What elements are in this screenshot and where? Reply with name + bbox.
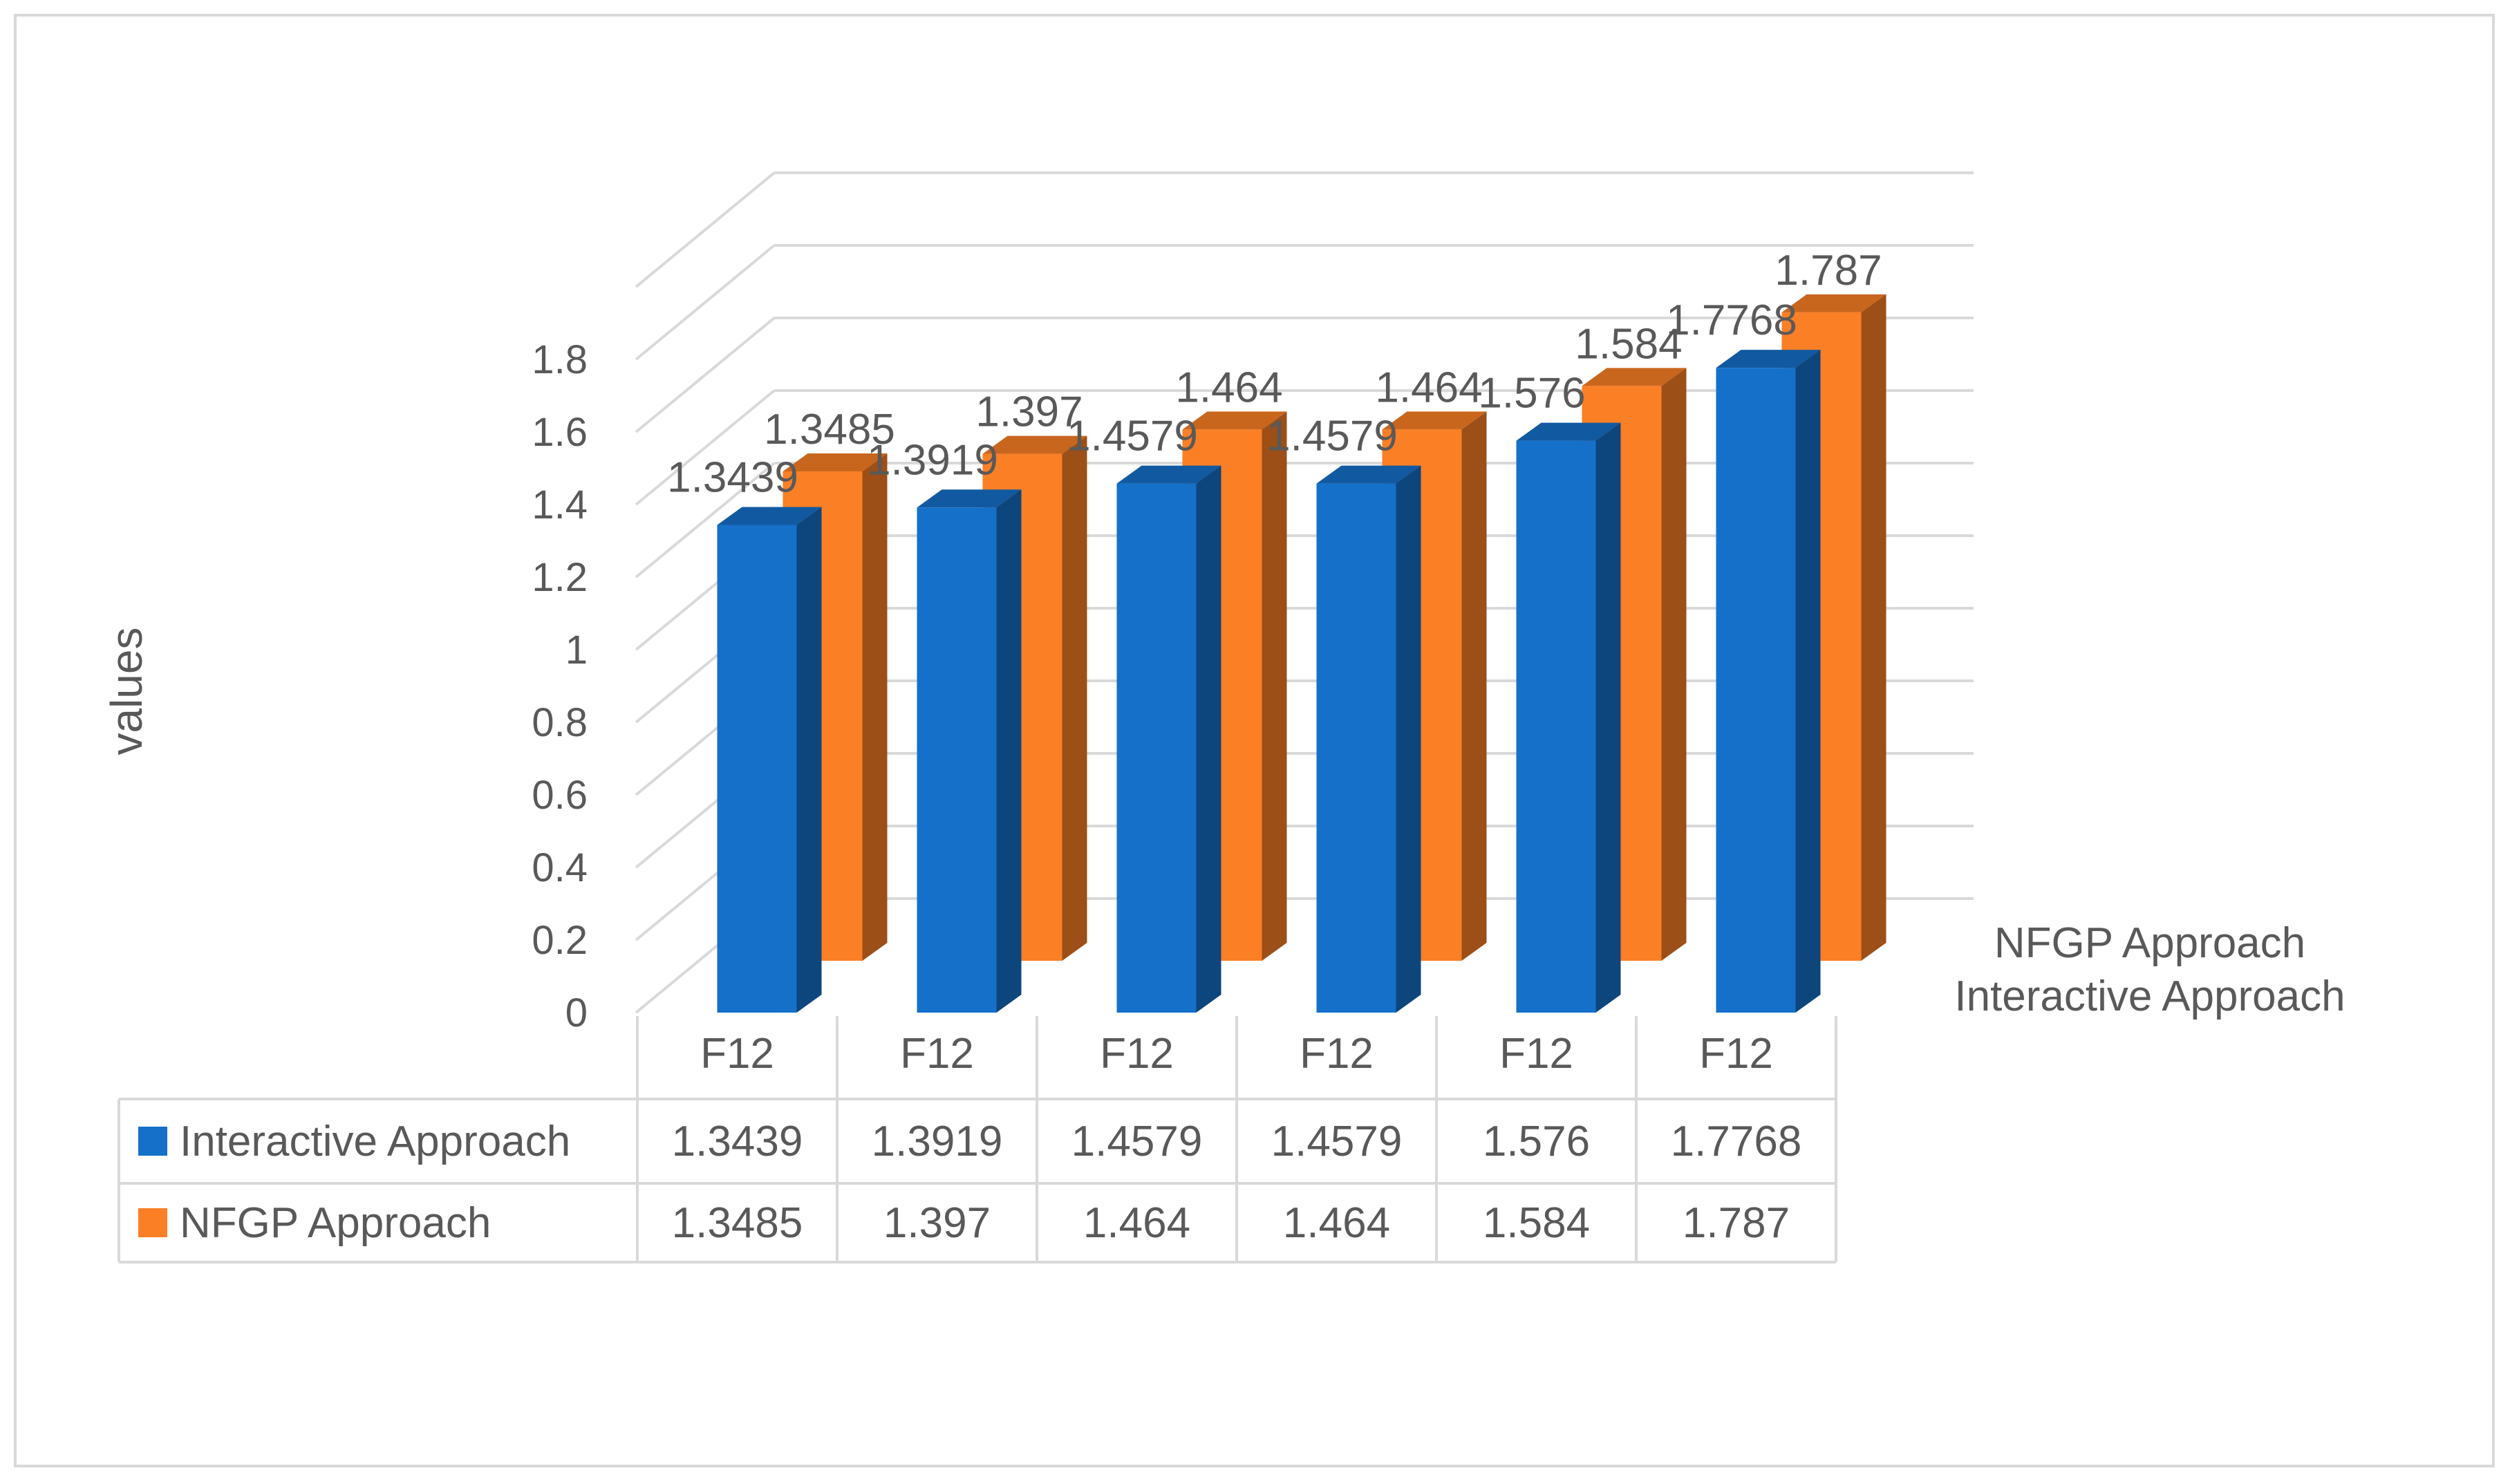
y-tick-label: 0.2 xyxy=(532,918,588,963)
bar-top xyxy=(1516,422,1621,441)
interactive-data-label: 1.7768 xyxy=(1666,297,1797,344)
table-cell: 1.3919 xyxy=(872,1118,1003,1165)
interactive-data-label: 1.4579 xyxy=(1266,413,1398,460)
table-cell: 1.464 xyxy=(1083,1199,1190,1247)
nfgp-data-label: 1.787 xyxy=(1774,247,1882,294)
bar-side xyxy=(1795,350,1821,1013)
table-cell: 1.584 xyxy=(1483,1199,1590,1247)
table-cell: 1.576 xyxy=(1483,1118,1590,1165)
x-category-label: F12 xyxy=(1300,1030,1374,1078)
x-category-label: F12 xyxy=(1100,1030,1174,1078)
bar-side xyxy=(1595,422,1621,1013)
bar-side xyxy=(1661,368,1687,961)
bar-top xyxy=(1116,465,1221,484)
table-cell: 1.397 xyxy=(883,1199,991,1247)
bar-side xyxy=(1861,294,1886,961)
nfgp-data-label: 1.3485 xyxy=(764,406,895,453)
chart-frame xyxy=(14,14,2495,1467)
gridline xyxy=(635,244,776,361)
y-tick-label: 1.2 xyxy=(532,555,588,600)
y-tick-label: 1.8 xyxy=(532,337,588,382)
y-tick-label: 0.8 xyxy=(532,700,588,745)
y-tick-label: 1.4 xyxy=(532,482,588,527)
bar-top xyxy=(1382,411,1487,430)
interactive-data-label: 1.4579 xyxy=(1067,413,1198,460)
bar xyxy=(1116,483,1197,1013)
data-labels: 1.3485 1.397 1.464 1.464 1.584 1.787 1.3439 1.3… xyxy=(667,247,2345,1020)
y-tick-label: 0.4 xyxy=(532,845,588,890)
y-tick-label: 1 xyxy=(565,628,588,673)
legend-series-name: Interactive Approach xyxy=(180,1118,570,1165)
gridline xyxy=(635,171,776,288)
nfgp-series-bars xyxy=(783,294,1886,961)
bar-top xyxy=(1316,465,1421,484)
interactive-data-label: 1.3439 xyxy=(667,453,798,501)
bar xyxy=(1516,440,1596,1013)
table-cell: 1.464 xyxy=(1283,1199,1390,1247)
y-tick-label: 1.6 xyxy=(532,410,588,455)
interactive-data-label: 1.576 xyxy=(1478,370,1585,417)
interactive-series-bars xyxy=(717,350,1821,1013)
nfgp-data-label: 1.464 xyxy=(1375,364,1482,411)
table-cell: 1.3485 xyxy=(672,1199,803,1247)
x-category-label: F12 xyxy=(1499,1030,1573,1078)
y-axis-title: values xyxy=(102,628,151,755)
x-category-label: F12 xyxy=(900,1030,974,1078)
bar-side xyxy=(796,507,822,1013)
bar-side xyxy=(1196,465,1221,1013)
gridline xyxy=(635,389,776,506)
gridline xyxy=(635,462,776,579)
bar-side xyxy=(1062,435,1087,961)
bar-side xyxy=(862,453,888,961)
legend-swatch xyxy=(138,1127,167,1156)
bar-top xyxy=(982,435,1087,454)
nfgp-data-label: 1.397 xyxy=(975,388,1083,436)
bar-top xyxy=(1716,350,1821,368)
table-cell: 1.4579 xyxy=(1071,1118,1203,1165)
x-category-label: F12 xyxy=(700,1030,774,1078)
x-category-label: F12 xyxy=(1699,1030,1773,1078)
table-cell: 1.787 xyxy=(1683,1199,1790,1247)
table-cell: 1.4579 xyxy=(1271,1118,1403,1165)
table-cell: 1.7768 xyxy=(1671,1118,1802,1165)
legend-swatch xyxy=(138,1208,167,1237)
bar-side xyxy=(1396,465,1421,1013)
depth-axis-label: NFGP Approach xyxy=(1994,919,2305,967)
y-tick-label: 0.6 xyxy=(532,773,588,818)
bar-side xyxy=(1262,411,1287,961)
bar-side xyxy=(996,489,1022,1013)
y-axis: 0 0.2 0.4 0.6 0.8 1 1.2 1.4 1.6 1.8 xyxy=(532,337,588,1035)
bar xyxy=(717,525,797,1013)
bar-top xyxy=(1582,368,1687,386)
gridline xyxy=(635,317,776,433)
nfgp-data-label: 1.584 xyxy=(1575,320,1682,368)
bar-top xyxy=(1182,411,1287,430)
nfgp-data-label: 1.464 xyxy=(1175,364,1282,411)
y-tick-label: 0 xyxy=(565,990,588,1035)
bar xyxy=(1316,483,1396,1013)
bar xyxy=(917,507,997,1013)
bar-top xyxy=(1781,294,1886,312)
bar xyxy=(1716,368,1796,1013)
depth-axis-label: Interactive Approach xyxy=(1954,973,2345,1020)
bar-side xyxy=(1461,411,1487,961)
interactive-data-label: 1.3919 xyxy=(867,436,998,484)
legend-series-name: NFGP Approach xyxy=(180,1199,491,1247)
bar-top xyxy=(717,507,822,525)
bar-top xyxy=(917,489,1022,508)
data-table: F12 F12 F12 F12 F12 F12 Interactive Approach 1.… xyxy=(118,1016,1837,1264)
table-cell: 1.3439 xyxy=(672,1118,803,1165)
bar-top xyxy=(783,453,888,472)
